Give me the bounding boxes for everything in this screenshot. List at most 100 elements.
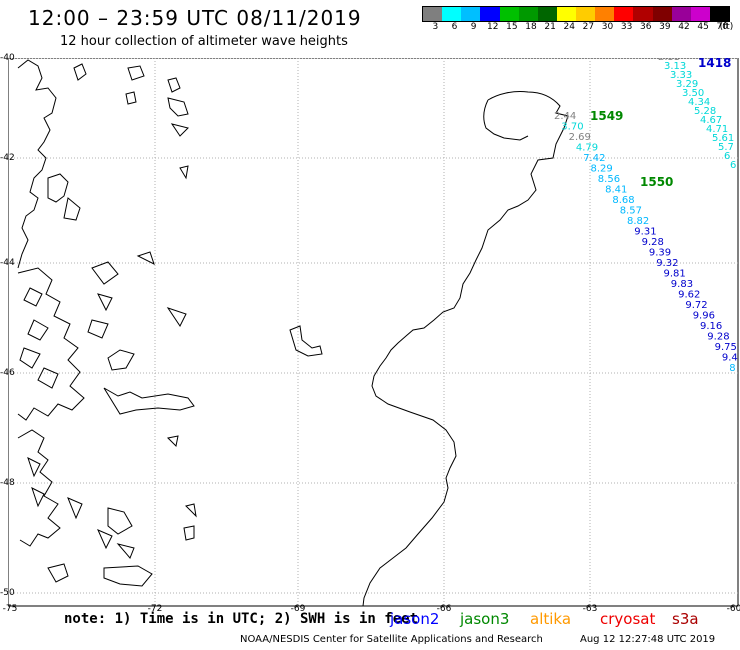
color-scale-label: 21 <box>544 22 556 32</box>
altimeter-tracks: 14171418 2.333.133.333.293.504.345.284.67… <box>554 58 738 374</box>
lon-label: -75 <box>2 604 18 614</box>
wave-height-value: 9.28 <box>707 332 729 343</box>
wave-height-value: 8.68 <box>612 195 634 206</box>
lat-label: -50 <box>0 588 15 598</box>
lat-label: -42 <box>0 153 15 163</box>
pass-id-label: 1549 <box>590 109 623 123</box>
wave-height-value: 5.28 <box>694 106 716 117</box>
color-scale-cell <box>518 7 538 21</box>
color-scale-label: 3 <box>432 22 439 32</box>
wave-height-value: 3.50 <box>682 88 704 99</box>
wave-height-value: 2.33 <box>658 58 680 63</box>
color-scale-label: 42 <box>678 22 690 32</box>
wave-height-value: 6 <box>724 151 730 162</box>
wave-height-value: 4.79 <box>576 143 598 154</box>
wave-height-value: 5.61 <box>712 133 734 144</box>
wave-height-value: 5.7 <box>718 142 734 153</box>
wave-height-value: 9.81 <box>664 269 686 280</box>
wave-height-value: 8.82 <box>627 216 649 227</box>
satellite-legend-jason3: jason3 <box>460 610 510 628</box>
color-scale-label: 6 <box>451 22 458 32</box>
wave-height-value: 4.34 <box>688 97 710 108</box>
lon-label: -60 <box>726 604 740 614</box>
color-scale-bar <box>422 6 730 22</box>
lon-label: -63 <box>582 604 598 614</box>
wave-height-value: 9.16 <box>700 321 722 332</box>
wave-height-value: 9.4 <box>722 353 738 364</box>
color-scale-cell <box>652 7 672 21</box>
wave-height-map: 14171418 2.333.133.333.293.504.345.284.67… <box>8 58 739 607</box>
wave-height-value: 4.71 <box>706 124 728 135</box>
wave-height-value: 8 <box>729 363 735 374</box>
pass-id-label: 1550 <box>640 175 673 189</box>
wave-height-value: 9.96 <box>693 311 715 322</box>
lon-label: -69 <box>290 604 306 614</box>
color-scale-cell <box>442 7 462 21</box>
wave-height-value: 2.44 <box>554 111 576 122</box>
satellite-legend-jason2: jason2 <box>390 610 440 628</box>
color-scale-cell <box>595 7 615 21</box>
color-scale-cell <box>480 7 500 21</box>
page-subtitle: 12 hour collection of altimeter wave hei… <box>60 34 348 49</box>
wave-height-value: 8.56 <box>598 174 620 185</box>
wave-height-value: 9.72 <box>685 300 707 311</box>
satellite-legend-cryosat: cryosat <box>600 610 656 628</box>
footnote: note: 1) Time is in UTC; 2) SWH is in fe… <box>64 611 419 627</box>
lat-label: -40 <box>0 53 15 63</box>
color-scale-label: 36 <box>640 22 652 32</box>
lon-label: -66 <box>436 604 452 614</box>
color-scale-label: (ft) <box>719 22 734 32</box>
color-scale-cell <box>461 7 481 21</box>
wave-height-value: 9.32 <box>656 258 678 269</box>
wave-height-value: 9.62 <box>678 290 700 301</box>
satellite-legend-altika: altika <box>530 610 572 628</box>
color-scale-cell <box>614 7 634 21</box>
wave-height-value: 3.13 <box>664 61 686 72</box>
color-scale-label: 12 <box>487 22 499 32</box>
wave-height-value: 9.39 <box>649 248 671 259</box>
color-scale-cell <box>499 7 519 21</box>
wave-height-value: 9.31 <box>634 227 656 238</box>
wave-height-value: 9.83 <box>671 279 693 290</box>
wave-height-value: 9.75 <box>715 342 737 353</box>
wave-height-value: 3.33 <box>670 70 692 81</box>
wave-height-value: 7.42 <box>583 153 605 164</box>
color-scale-cell <box>556 7 576 21</box>
color-scale-label: 39 <box>659 22 671 32</box>
credit-text: NOAA/NESDIS Center for Satellite Applica… <box>240 634 543 645</box>
color-scale-label: 15 <box>506 22 518 32</box>
lat-label: -46 <box>0 368 15 378</box>
color-scale-cell <box>423 7 443 21</box>
color-scale-cell <box>709 7 729 21</box>
wave-height-value: 8.57 <box>620 206 642 217</box>
color-scale-label: 9 <box>470 22 477 32</box>
color-scale-label: 24 <box>563 22 575 32</box>
color-scale-cell <box>671 7 691 21</box>
pass-id-label: 1418 <box>698 58 731 70</box>
wave-height-value: 8.41 <box>605 185 627 196</box>
page-title: 12:00 – 23:59 UTC 08/11/2019 <box>28 6 362 30</box>
satellite-legend-s3a: s3a <box>672 610 699 628</box>
wave-height-value: 3.29 <box>676 79 698 90</box>
wave-height-value: 2.69 <box>569 132 591 143</box>
color-scale-label: 18 <box>525 22 537 32</box>
wave-height-value: 4.67 <box>700 115 722 126</box>
color-scale-cell <box>537 7 557 21</box>
coastline <box>17 59 569 607</box>
color-scale-label: 30 <box>601 22 614 32</box>
lat-label: -48 <box>0 478 15 488</box>
lat-label: -44 <box>0 258 15 268</box>
wave-height-value: 8.29 <box>591 164 613 175</box>
wave-height-value: 3.70 <box>561 122 583 133</box>
color-scale-labels: 3 6 9 12 15 18 21 24 27 30 33 36 39 42 45 70 (ft) <box>422 22 734 34</box>
color-scale-label: 27 <box>582 22 595 32</box>
lon-label: -72 <box>147 604 163 614</box>
color-scale-cell <box>633 7 653 21</box>
timestamp-text: Aug 12 12:27:48 UTC 2019 <box>580 634 716 645</box>
pass-id-label: 1417 <box>683 58 716 61</box>
wave-height-value: 6 <box>730 160 736 171</box>
color-scale-label: 33 <box>620 22 633 32</box>
color-scale-label: 45 <box>697 22 709 32</box>
map-grid <box>8 58 739 607</box>
color-scale-cell <box>576 7 596 21</box>
